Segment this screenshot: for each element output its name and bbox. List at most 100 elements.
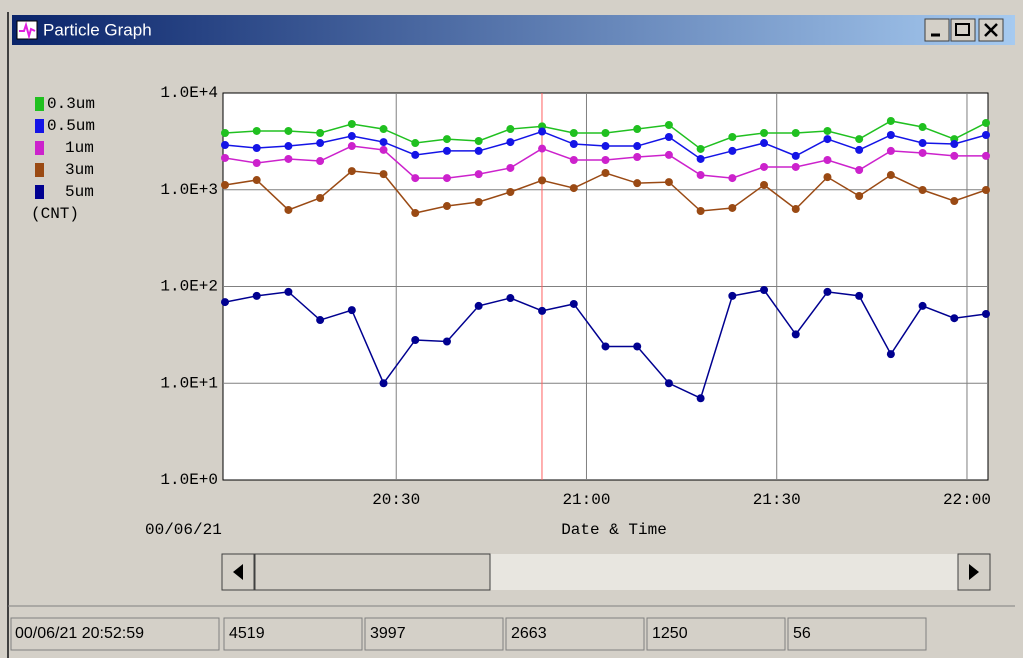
data-point — [506, 125, 515, 134]
y-tick-label: 1.0E+3 — [160, 181, 218, 199]
status-value: 1250 — [652, 625, 688, 642]
data-point — [664, 132, 673, 141]
y-tick-label: 1.0E+0 — [160, 471, 218, 489]
data-point — [538, 306, 547, 315]
data-point — [696, 171, 705, 180]
data-point — [379, 138, 388, 147]
maximize-glyph — [955, 23, 970, 36]
data-point — [252, 126, 261, 135]
data-point — [442, 146, 451, 155]
data-point — [252, 159, 261, 168]
data-point — [221, 298, 229, 307]
data-point — [601, 128, 610, 137]
y-tick-label: 1.0E+2 — [160, 278, 218, 296]
data-point — [284, 205, 293, 214]
data-point — [886, 116, 895, 125]
data-point — [760, 286, 769, 295]
data-point — [474, 198, 483, 207]
data-point — [982, 131, 990, 140]
data-point — [411, 335, 420, 344]
data-point — [442, 202, 451, 211]
data-point — [886, 171, 895, 180]
status-cell — [505, 617, 645, 651]
data-point — [474, 146, 483, 155]
data-point — [442, 135, 451, 144]
data-point — [950, 197, 959, 206]
data-point — [823, 155, 832, 164]
legend-label: 0.5um — [47, 117, 95, 135]
data-point — [728, 132, 737, 141]
date-label: 00/06/21 — [145, 521, 222, 539]
data-point — [221, 153, 229, 162]
legend-label: 5um — [65, 183, 94, 201]
legend-swatch — [35, 141, 44, 155]
data-point — [474, 137, 483, 146]
status-cell — [223, 617, 363, 651]
data-point — [506, 294, 515, 303]
data-point — [918, 301, 927, 310]
data-point — [601, 342, 610, 351]
status-cell — [10, 617, 220, 651]
data-point — [411, 174, 420, 183]
data-point — [284, 142, 293, 151]
scrollbar[interactable] — [221, 553, 991, 591]
data-point — [474, 170, 483, 179]
data-point — [347, 167, 356, 176]
maximize-button[interactable] — [950, 18, 976, 42]
data-point — [823, 287, 832, 296]
app-icon-wave — [19, 21, 36, 40]
data-point — [791, 128, 800, 137]
x-tick-label: 22:00 — [943, 491, 991, 509]
data-point — [886, 131, 895, 140]
data-point — [918, 139, 927, 148]
data-point — [221, 128, 229, 137]
data-point — [347, 306, 356, 315]
title-bar — [12, 15, 1015, 45]
data-point — [347, 132, 356, 141]
window-buttons[interactable] — [924, 18, 1004, 42]
data-point — [284, 287, 293, 296]
data-point — [633, 342, 642, 351]
data-point — [284, 154, 293, 163]
data-point — [664, 379, 673, 388]
data-point — [760, 162, 769, 171]
data-point — [855, 135, 864, 144]
data-point — [664, 150, 673, 159]
data-point — [601, 142, 610, 151]
legend-label: 0.3um — [47, 95, 95, 113]
x-axis-label: Date & Time — [561, 521, 667, 539]
scroll-thumb[interactable] — [254, 553, 491, 591]
data-point — [982, 151, 990, 160]
data-point — [252, 144, 261, 153]
data-point — [728, 174, 737, 183]
data-point — [633, 142, 642, 151]
data-point — [538, 144, 547, 153]
data-point — [950, 151, 959, 160]
status-time: 00/06/21 20:52:59 — [15, 625, 144, 642]
legend-label: 3um — [65, 161, 94, 179]
status-cell — [364, 617, 504, 651]
data-point — [728, 146, 737, 155]
data-point — [760, 139, 769, 148]
data-point — [950, 314, 959, 323]
data-point — [918, 123, 927, 132]
data-point — [316, 316, 325, 325]
data-point — [823, 135, 832, 144]
data-point — [982, 186, 990, 195]
data-point — [760, 180, 769, 189]
data-point — [696, 207, 705, 216]
data-point — [855, 291, 864, 300]
data-point — [411, 139, 420, 148]
status-value: 3997 — [370, 625, 406, 642]
arrow-right — [969, 564, 979, 580]
data-point — [284, 126, 293, 135]
legend-label: 1um — [65, 139, 94, 157]
data-point — [696, 154, 705, 163]
minimize-button[interactable] — [924, 18, 950, 42]
data-point — [886, 350, 895, 359]
legend-swatch — [35, 119, 44, 133]
data-point — [316, 128, 325, 137]
y-tick-label: 1.0E+4 — [160, 84, 218, 102]
data-point — [633, 179, 642, 188]
data-point — [664, 120, 673, 129]
